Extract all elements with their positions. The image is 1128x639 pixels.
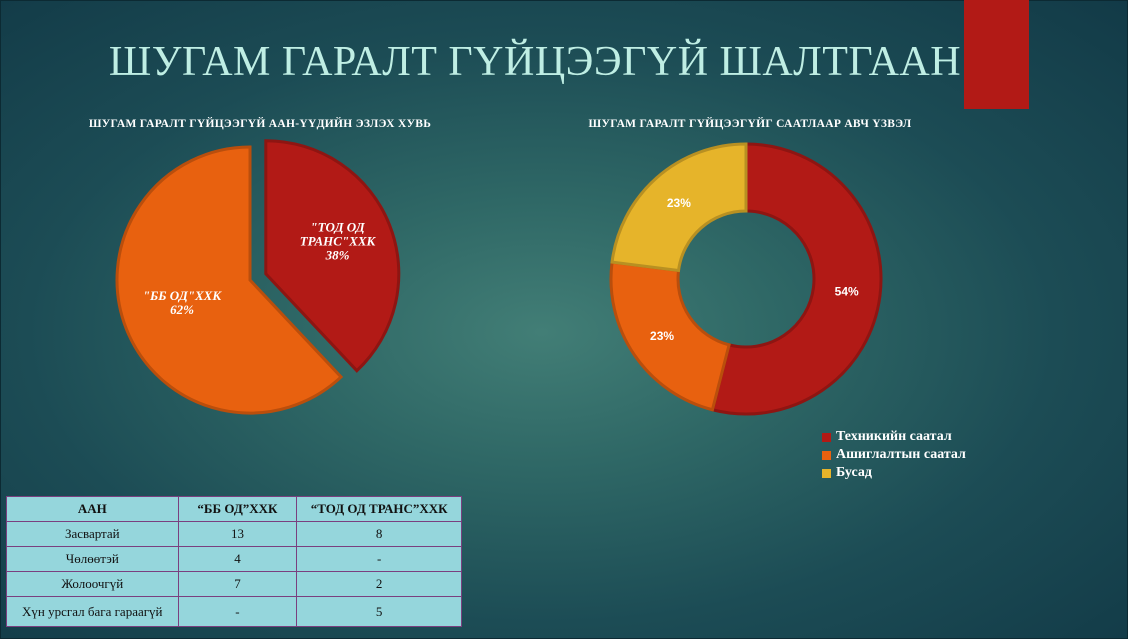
table-cell: 8 (296, 521, 462, 547)
donut-segment (710, 142, 883, 416)
donut-legend: Техникийн саатал Ашиглалтын саатал Бусад (822, 428, 966, 482)
table-header-cell: “ББ ОД”ХХК (177, 496, 298, 522)
legend-label: Бусад (836, 465, 872, 480)
pie-chart: "ТОД ОД ТРАНС"ХХК 38% "ББ ОД"ХХК 62% (115, 139, 401, 415)
donut-segment-label: 23% (667, 196, 691, 210)
table-row: Хүн урсгал бага гараагүй - 5 (6, 596, 462, 627)
legend-swatch (822, 468, 831, 478)
table-cell: Жолоочгүй (6, 571, 179, 597)
pie-slice-label: "ТОД ОД ТРАНС"ХХК 38% (300, 219, 377, 262)
table-cell: 4 (177, 546, 298, 572)
slide-title: ШУГАМ ГАРАЛТ ГҮЙЦЭЭГҮЙ ШАЛТГААН (108, 39, 962, 85)
pie-slice (264, 139, 401, 373)
legend-item: Ашиглалтын саатал (822, 446, 966, 464)
table-cell: Засвартай (6, 521, 179, 547)
table-header-cell: ААН (6, 496, 179, 522)
table-cell: Хүн урсгал бага гараагүй (6, 596, 179, 627)
table-cell: - (296, 546, 462, 572)
table-row: Жолоочгүй 7 2 (6, 571, 462, 597)
table-row: Чөлөөтэй 4 - (6, 546, 462, 572)
data-table: ААН “ББ ОД”ХХК “ТОД ОД ТРАНС”ХХК Засварт… (6, 496, 462, 627)
table-cell: 2 (296, 571, 462, 597)
donut-segment (610, 142, 748, 273)
donut-segment (609, 260, 731, 412)
pie-slice (115, 145, 344, 415)
donut-segment-label: 54% (835, 285, 859, 299)
table-header-row: ААН “ББ ОД”ХХК “ТОД ОД ТРАНС”ХХК (6, 496, 462, 522)
legend-item: Бусад (822, 464, 966, 482)
table-cell: - (177, 596, 298, 627)
table-cell: Чөлөөтэй (6, 546, 179, 572)
donut-chart-title: ШУГАМ ГАРАЛТ ГҮЙЦЭЭГҮЙГ СААТЛААР АВЧ ҮЗВ… (588, 118, 912, 130)
table-header-cell: “ТОД ОД ТРАНС”ХХК (296, 496, 462, 522)
legend-swatch (822, 432, 831, 442)
pie-slice-label: "ББ ОД"ХХК 62% (143, 288, 222, 317)
legend-item: Техникийн саатал (822, 428, 966, 446)
legend-label: Ашиглалтын саатал (836, 447, 966, 462)
table-cell: 13 (177, 521, 298, 547)
legend-swatch (822, 450, 831, 460)
donut-segment-label: 23% (650, 329, 674, 343)
table-cell: 7 (177, 571, 298, 597)
pie-chart-title: ШУГАМ ГАРАЛТ ГҮЙЦЭЭГҮЙ ААН-ҮҮДИЙН ЭЗЛЭХ … (88, 118, 432, 130)
legend-label: Техникийн саатал (836, 429, 952, 444)
donut-chart: 54% 23% 23% (609, 142, 883, 416)
table-cell: 5 (296, 596, 462, 627)
accent-bar (964, 0, 1029, 109)
table-row: Засвартай 13 8 (6, 521, 462, 547)
